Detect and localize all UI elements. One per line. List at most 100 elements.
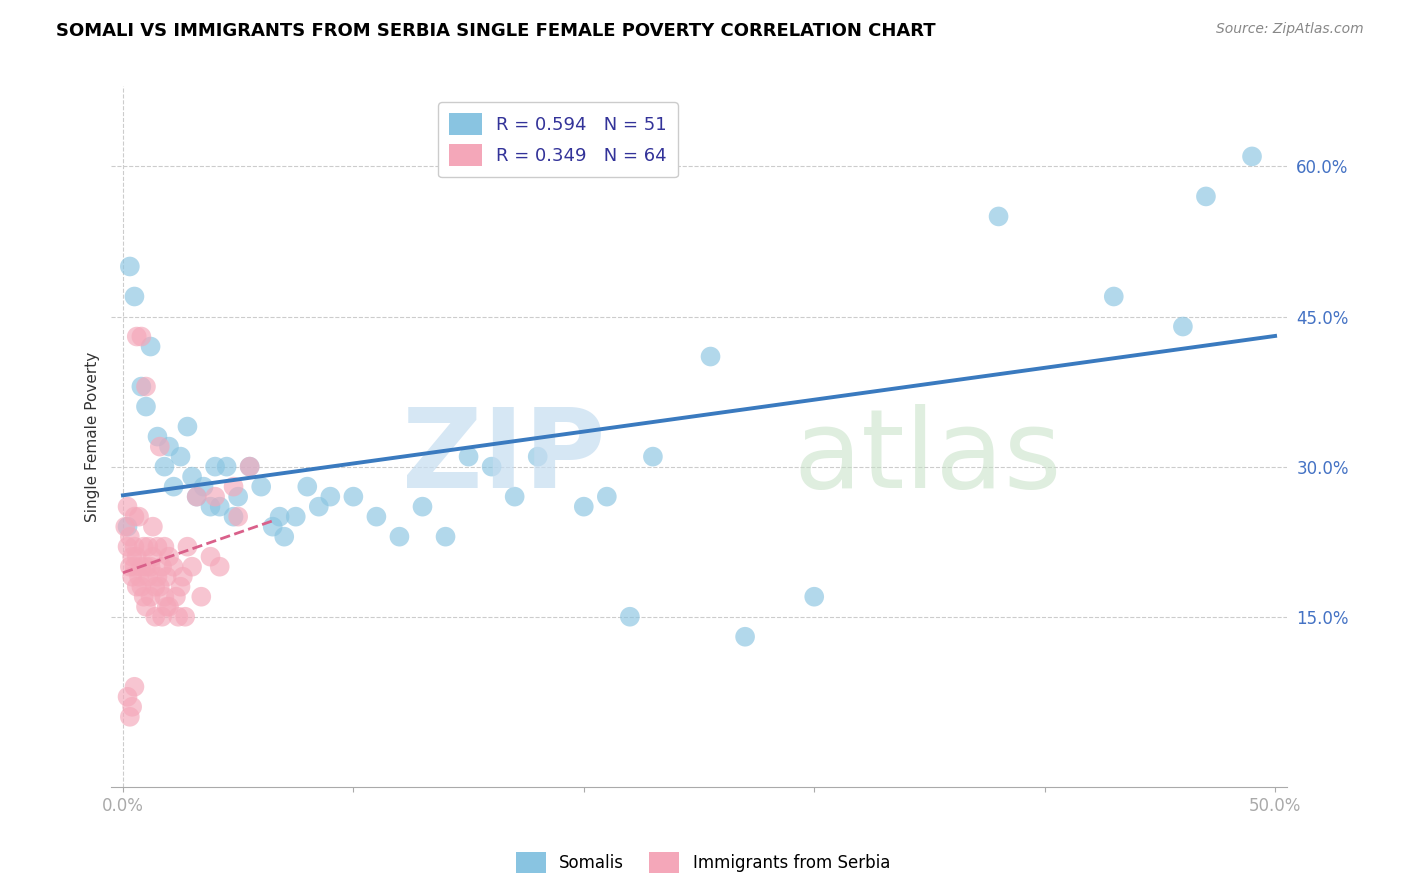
Point	[208, 559, 231, 574]
Point	[269, 509, 291, 524]
Point	[156, 599, 179, 614]
Point	[200, 549, 222, 564]
Y-axis label: Single Female Poverty: Single Female Poverty	[86, 351, 100, 522]
Point	[146, 540, 169, 554]
Point	[153, 540, 176, 554]
Point	[117, 519, 139, 533]
Point	[987, 210, 1010, 224]
Point	[117, 690, 139, 704]
Text: Source: ZipAtlas.com: Source: ZipAtlas.com	[1216, 22, 1364, 37]
Point	[169, 450, 191, 464]
Point	[118, 559, 141, 574]
Point	[222, 509, 245, 524]
Point	[156, 570, 179, 584]
Point	[596, 490, 619, 504]
Point	[434, 530, 457, 544]
Point	[139, 559, 162, 574]
Point	[734, 630, 756, 644]
Point	[157, 549, 180, 564]
Point	[239, 459, 262, 474]
Legend: Somalis, Immigrants from Serbia: Somalis, Immigrants from Serbia	[509, 846, 897, 880]
Point	[124, 509, 146, 524]
Point	[121, 570, 143, 584]
Point	[124, 680, 146, 694]
Point	[284, 509, 307, 524]
Legend: R = 0.594   N = 51, R = 0.349   N = 64: R = 0.594 N = 51, R = 0.349 N = 64	[439, 103, 678, 178]
Point	[186, 490, 208, 504]
Point	[143, 609, 166, 624]
Text: ZIP: ZIP	[402, 404, 605, 511]
Point	[117, 500, 139, 514]
Point	[118, 260, 141, 274]
Point	[273, 530, 295, 544]
Point	[619, 609, 641, 624]
Point	[136, 570, 159, 584]
Point	[204, 490, 226, 504]
Point	[153, 459, 176, 474]
Point	[803, 590, 825, 604]
Point	[128, 509, 150, 524]
Point	[481, 459, 503, 474]
Point	[142, 519, 165, 533]
Point	[157, 440, 180, 454]
Point	[114, 519, 136, 533]
Point	[222, 480, 245, 494]
Point	[176, 540, 198, 554]
Point	[215, 459, 238, 474]
Point	[162, 480, 184, 494]
Point	[124, 540, 146, 554]
Point	[131, 559, 153, 574]
Point	[186, 490, 208, 504]
Point	[167, 609, 190, 624]
Point	[157, 599, 180, 614]
Point	[297, 480, 319, 494]
Point	[572, 500, 595, 514]
Point	[165, 590, 187, 604]
Point	[503, 490, 526, 504]
Point	[200, 500, 222, 514]
Point	[172, 570, 194, 584]
Point	[641, 450, 664, 464]
Point	[181, 559, 204, 574]
Point	[176, 419, 198, 434]
Point	[411, 500, 433, 514]
Point	[457, 450, 479, 464]
Point	[239, 459, 262, 474]
Point	[308, 500, 330, 514]
Point	[204, 459, 226, 474]
Point	[146, 429, 169, 443]
Point	[121, 549, 143, 564]
Point	[262, 519, 284, 533]
Point	[388, 530, 411, 544]
Point	[131, 379, 153, 393]
Point	[128, 570, 150, 584]
Point	[118, 530, 141, 544]
Point	[136, 540, 159, 554]
Point	[121, 699, 143, 714]
Point	[226, 509, 249, 524]
Point	[135, 599, 157, 614]
Point	[132, 540, 155, 554]
Point	[125, 549, 148, 564]
Point	[1171, 319, 1194, 334]
Point	[342, 490, 364, 504]
Point	[526, 450, 548, 464]
Point	[139, 339, 162, 353]
Point	[150, 559, 173, 574]
Point	[149, 440, 172, 454]
Point	[149, 580, 172, 594]
Point	[169, 580, 191, 594]
Point	[1102, 289, 1125, 303]
Point	[250, 480, 273, 494]
Point	[1240, 149, 1263, 163]
Point	[118, 710, 141, 724]
Point	[117, 540, 139, 554]
Point	[132, 590, 155, 604]
Point	[135, 400, 157, 414]
Point	[124, 289, 146, 303]
Point	[142, 549, 165, 564]
Point	[208, 500, 231, 514]
Point	[143, 580, 166, 594]
Text: atlas: atlas	[793, 404, 1062, 511]
Point	[699, 350, 721, 364]
